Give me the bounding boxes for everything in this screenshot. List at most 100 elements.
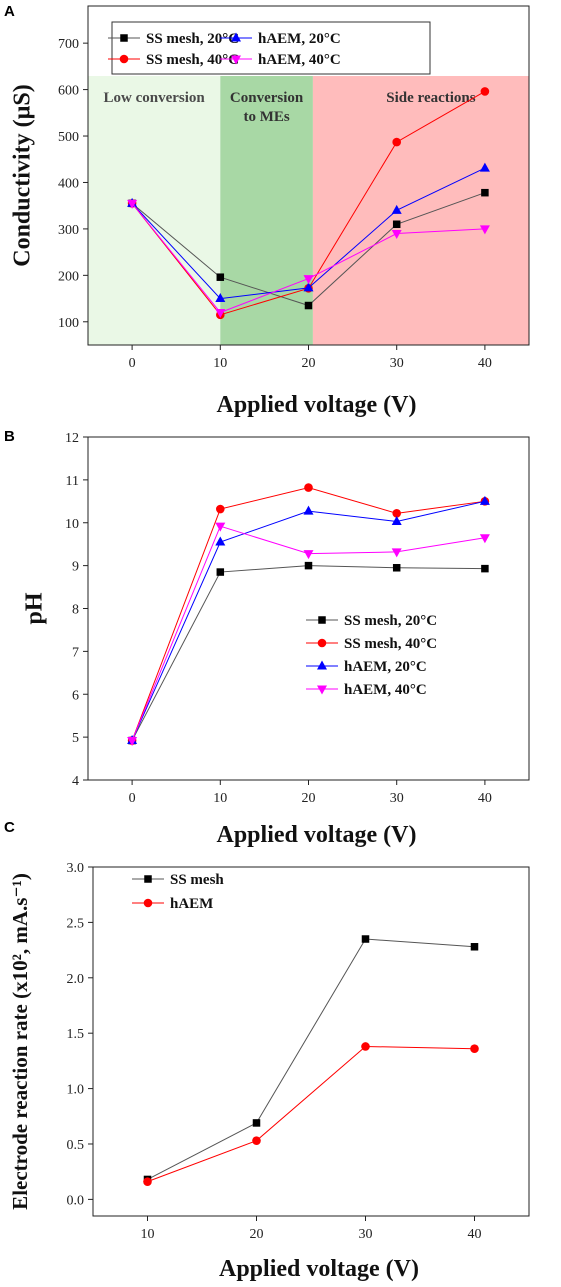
data-point xyxy=(391,548,402,558)
legend-label: hAEM xyxy=(170,896,213,912)
data-point xyxy=(215,536,226,546)
y-tick-label: 0.5 xyxy=(67,1138,85,1153)
data-point xyxy=(143,1177,152,1186)
data-point xyxy=(304,561,313,570)
y-tick-label: 8 xyxy=(72,603,79,618)
region-band xyxy=(312,76,529,345)
y-tick-label: 2.0 xyxy=(67,972,85,987)
y-tick-label: 12 xyxy=(65,431,79,446)
region-label: Side reactions xyxy=(386,90,475,106)
x-tick-label: 30 xyxy=(390,356,404,371)
legend-marker xyxy=(317,685,327,695)
series-haem-40-c xyxy=(127,522,490,747)
data-point xyxy=(303,275,314,285)
y-tick-label: 3.0 xyxy=(67,861,85,876)
data-point xyxy=(216,568,225,576)
data-point xyxy=(252,1119,261,1127)
y-tick-label: 9 xyxy=(72,560,79,575)
y-axis-label: Conductivity (µS) xyxy=(10,84,36,267)
data-point xyxy=(392,137,402,147)
data-point xyxy=(303,505,314,515)
y-tick-label: 11 xyxy=(66,474,79,489)
legend-label: SS mesh xyxy=(170,872,224,888)
legend-marker xyxy=(318,616,326,624)
plot-frame xyxy=(92,866,530,1217)
x-tick-label: 40 xyxy=(478,791,492,806)
chart-panel-b: B 0 10 20 30 40 4 5 6 7 8 9 10 11 12 Applied voltage (V… xyxy=(4,428,530,848)
x-tick-label: 40 xyxy=(478,356,492,371)
data-point xyxy=(479,495,490,505)
region-band xyxy=(220,76,313,345)
legend-marker xyxy=(231,32,241,42)
y-tick-label: 600 xyxy=(58,84,79,99)
y-tick-label: 700 xyxy=(58,37,79,52)
x-tick-label: 0 xyxy=(129,791,136,806)
y-tick-label: 4 xyxy=(72,774,79,789)
panel-letter: A xyxy=(4,3,15,20)
data-point xyxy=(303,550,314,560)
legend-box xyxy=(111,21,431,75)
data-point xyxy=(303,282,314,292)
y-tick-label: 1.0 xyxy=(67,1083,85,1098)
y-axis-label: Electrode reaction rate (x10², mA.s⁻¹) xyxy=(8,873,32,1210)
data-point xyxy=(479,225,490,235)
legend-label: hAEM, 20°C xyxy=(344,659,427,675)
data-point xyxy=(480,87,490,96)
y-axis-label: pH xyxy=(22,592,48,624)
legend-label: SS mesh, 20°C xyxy=(344,613,437,629)
legend: SS mesh, 20°C SS mesh, 40°C hAEM, 20°C hAEM… xyxy=(108,21,431,75)
data-point xyxy=(127,737,138,747)
series-line xyxy=(147,938,475,1180)
series-haem xyxy=(143,1042,479,1186)
x-tick-label: 30 xyxy=(359,1227,373,1242)
data-point xyxy=(470,1044,479,1054)
data-point xyxy=(361,935,370,943)
data-point xyxy=(252,1136,261,1145)
data-point xyxy=(361,1042,370,1051)
region-band xyxy=(88,76,221,345)
series-haem-40-c xyxy=(127,199,490,318)
y-tick-label: 5 xyxy=(72,731,79,746)
x-tick-label: 10 xyxy=(141,1227,155,1242)
y-tick-label: 400 xyxy=(58,176,79,191)
data-point xyxy=(216,273,225,281)
x-tick-label: 20 xyxy=(302,791,316,806)
legend-label: SS mesh, 40°C xyxy=(146,52,239,68)
data-point xyxy=(215,293,226,303)
data-point xyxy=(215,522,226,532)
data-point xyxy=(391,204,402,214)
y-tick-label: 1.5 xyxy=(67,1027,85,1042)
series-line xyxy=(131,565,485,741)
chart-panel-c: C 10 20 30 40 0.0 0.5 1.0 1.5 2.0 2.5 3.0 Applied vo… xyxy=(4,819,530,1282)
series-ss-mesh xyxy=(143,935,479,1184)
y-tick-label: 2.5 xyxy=(67,916,85,931)
data-point xyxy=(392,564,401,572)
data-point xyxy=(392,220,401,229)
data-point xyxy=(479,534,490,544)
series-haem-20-c xyxy=(127,495,490,745)
legend-marker xyxy=(143,898,153,908)
x-tick-label: 10 xyxy=(213,791,227,806)
legend-marker xyxy=(144,875,152,883)
legend-label: hAEM, 40°C xyxy=(258,52,341,68)
x-tick-label: 10 xyxy=(213,356,227,371)
data-point xyxy=(481,188,489,197)
legend-label: hAEM, 40°C xyxy=(344,682,427,698)
x-axis-label: Applied voltage (V) xyxy=(217,392,417,418)
data-point xyxy=(391,515,402,525)
y-tick-label: 6 xyxy=(72,688,79,703)
legend-marker xyxy=(120,34,128,42)
x-axis-label: Applied voltage (V) xyxy=(217,822,417,848)
y-tick-label: 100 xyxy=(58,316,79,331)
legend-label: hAEM, 20°C xyxy=(258,31,341,47)
legend-marker xyxy=(317,638,327,648)
x-tick-label: 30 xyxy=(390,791,404,806)
x-tick-label: 20 xyxy=(250,1227,264,1242)
series-ss-mesh-20-c xyxy=(128,561,489,745)
y-tick-label: 300 xyxy=(58,223,79,238)
data-point xyxy=(479,162,490,172)
series-line xyxy=(147,1045,475,1183)
x-tick-label: 20 xyxy=(302,356,316,371)
data-point xyxy=(216,504,225,514)
